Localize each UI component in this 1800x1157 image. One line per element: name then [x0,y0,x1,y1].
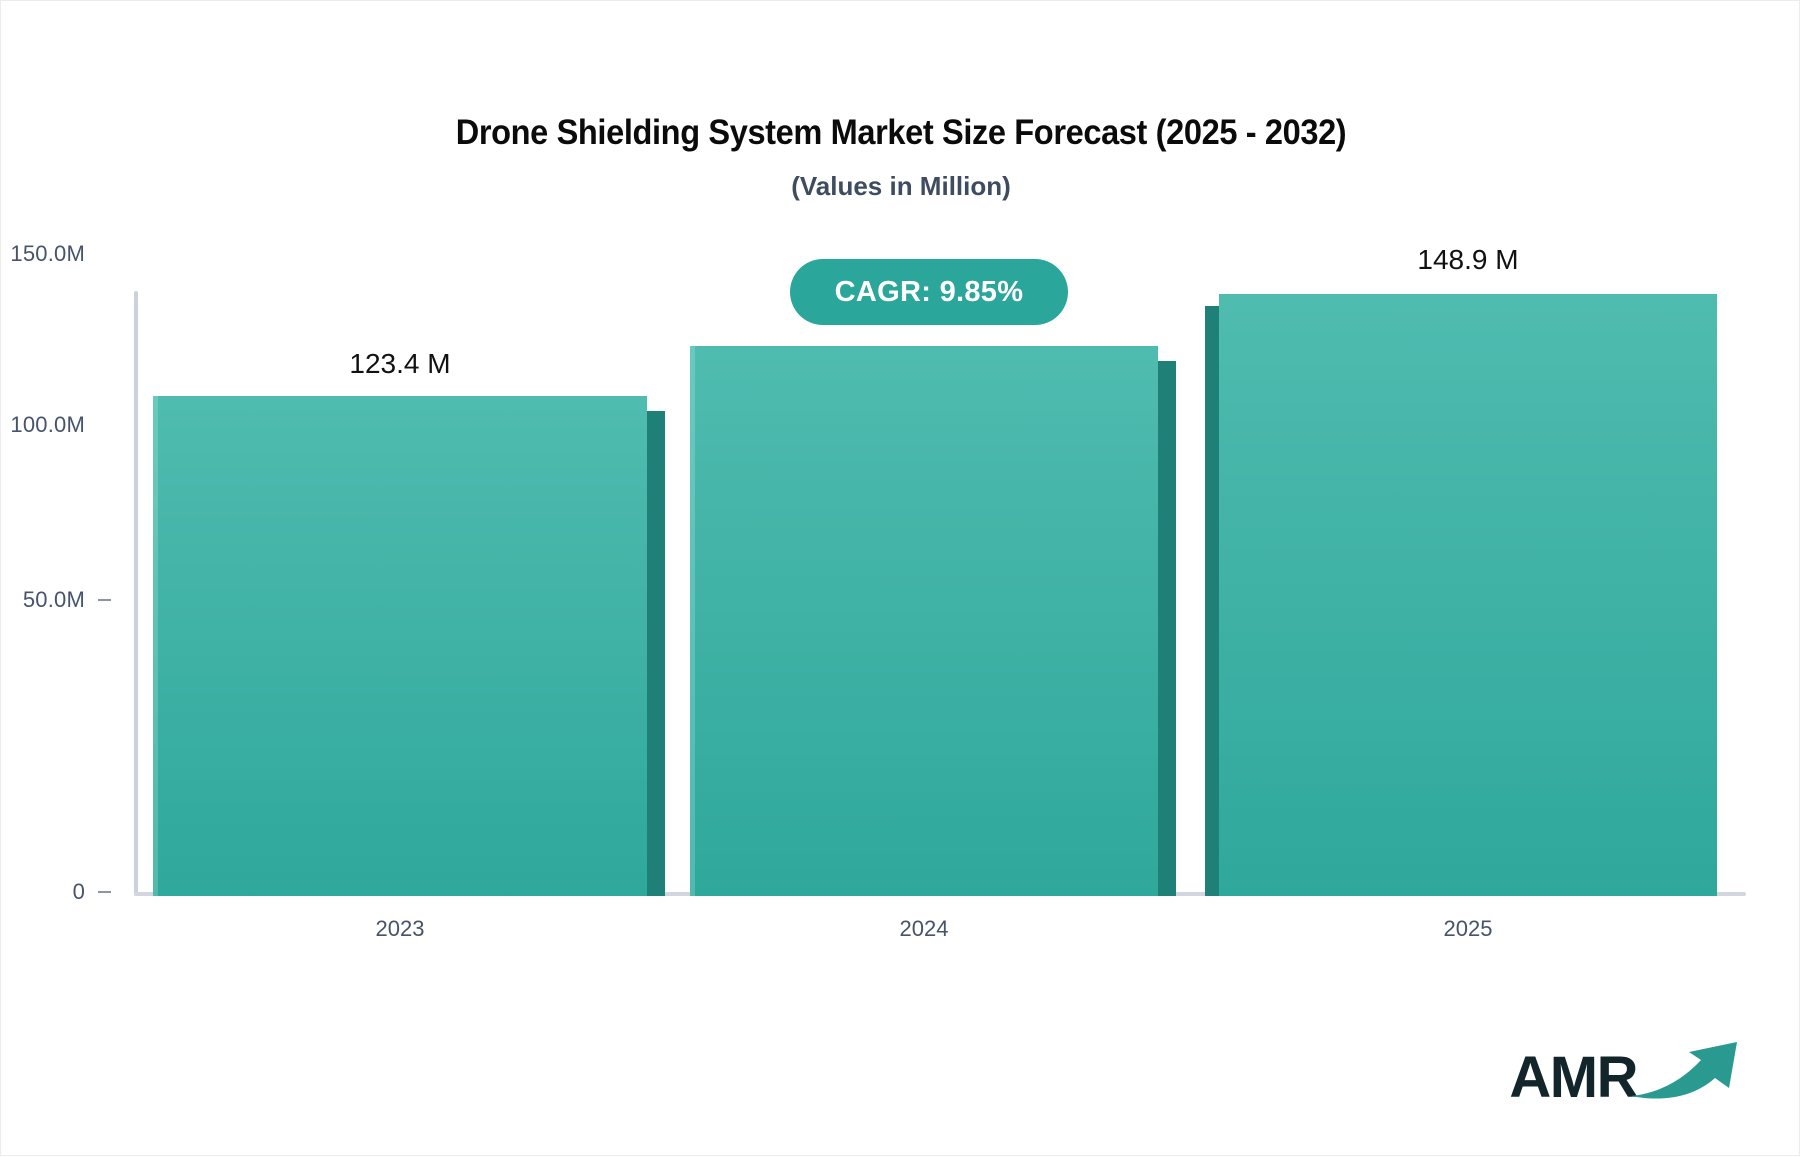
bar-side-face [1205,306,1223,896]
y-axis-tick-label: 100.0M [10,412,85,437]
y-axis-tick-dash [98,599,111,601]
bar-2024[interactable]: 135.6 M [690,298,1180,896]
chart-title: Drone Shielding System Market Size Forec… [455,113,1347,152]
x-axis-label-2023: 2023 [375,916,425,941]
bar-left-edge [690,346,695,896]
bar-2023[interactable]: 123.4 M [153,348,673,896]
bar-front-face [153,396,647,896]
growth-arrow-icon [1629,1038,1747,1105]
x-axis-label-2024: 2024 [899,916,949,941]
y-axis-tick-100: 100.0M [10,412,111,438]
y-axis-tick-label: 150.0M [10,241,85,266]
y-axis-tick-150: 150.0M [10,241,111,267]
y-axis-tick-label: 0 [72,879,85,904]
x-axis-label-2025: 2025 [1443,916,1493,941]
amr-logo-text: AMR [1509,1045,1638,1110]
y-axis-line [134,291,138,896]
bar-side-face [1158,361,1176,896]
cagr-badge[interactable]: CAGR: 9.85% [790,259,1068,325]
bar-left-edge [153,396,158,896]
y-axis-tick-dash [98,891,111,893]
bar-value-label: 148.9 M [1417,244,1519,275]
cagr-badge-label: CAGR: 9.85% [834,275,1024,308]
bar-value-label: 123.4 M [349,348,451,379]
amr-logo: AMR [1509,1038,1747,1107]
bar-2025[interactable]: 148.9 M [1205,244,1745,896]
y-axis-tick-label: 50.0M [22,587,85,612]
chart-subtitle: (Values in Million) [791,171,1011,201]
y-axis-tick-50: 50.0M [23,587,111,613]
y-axis-tick-0: 0 [73,879,111,905]
bar-front-face [690,346,1158,896]
bar-front-face [1219,294,1717,896]
bar-side-face [647,411,665,896]
